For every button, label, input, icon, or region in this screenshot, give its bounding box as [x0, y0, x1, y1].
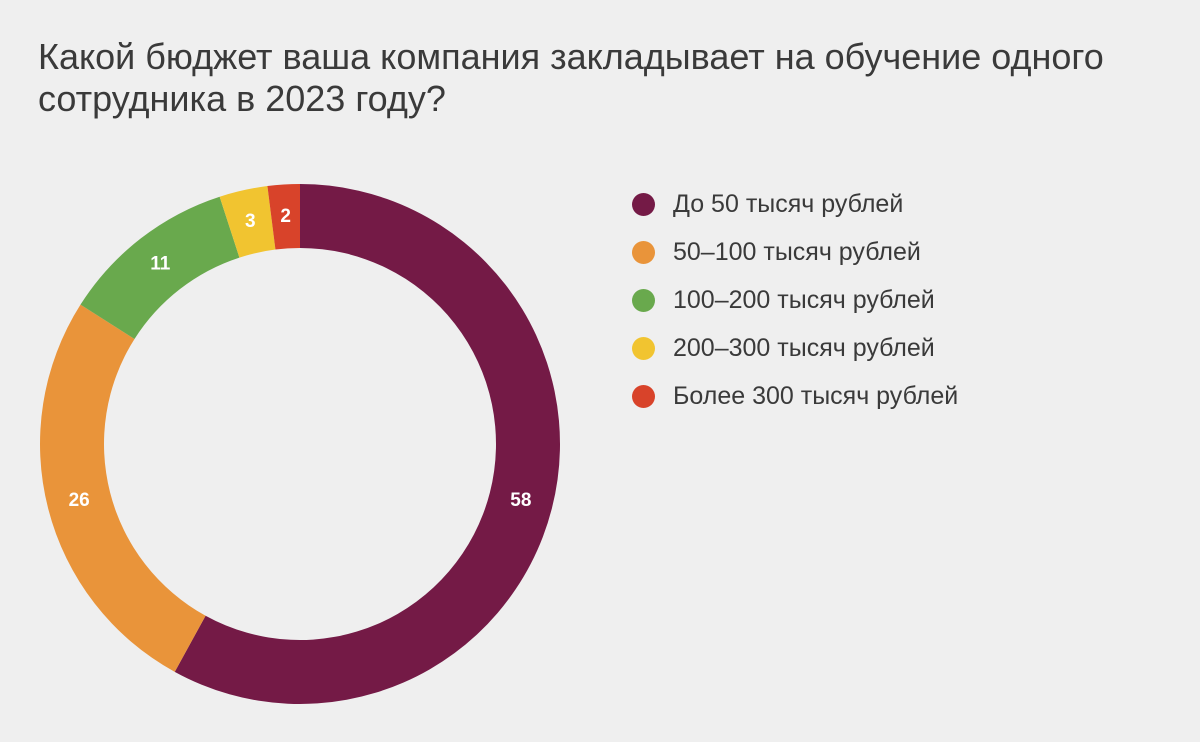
legend-marker-icon — [632, 384, 655, 408]
legend-item: 200–300 тысяч рублей — [632, 324, 1172, 372]
legend-label: 200–300 тысяч рублей — [673, 333, 935, 362]
chart-title: Какой бюджет ваша компания закладывает н… — [38, 36, 1104, 119]
legend-marker-icon — [632, 336, 655, 360]
donut-slices — [39, 184, 561, 705]
chart-legend: До 50 тысяч рублей 50–100 тысяч рублей 1… — [632, 180, 1172, 420]
legend-label: 100–200 тысяч рублей — [673, 285, 935, 314]
slice-data-label: 58 — [510, 490, 531, 511]
legend-item: До 50 тысяч рублей — [632, 180, 1172, 228]
legend-item: Более 300 тысяч рублей — [632, 372, 1172, 420]
slice-data-label: 3 — [245, 211, 256, 232]
legend-marker-icon — [632, 288, 655, 312]
donut-slice — [174, 184, 561, 705]
donut-slice — [39, 304, 206, 672]
donut-slice — [80, 196, 240, 339]
legend-item: 100–200 тысяч рублей — [632, 276, 1172, 324]
legend-marker-icon — [632, 240, 655, 264]
donut-slice — [219, 186, 276, 258]
slice-data-label: 26 — [69, 490, 90, 511]
legend-label: 50–100 тысяч рублей — [673, 237, 921, 266]
legend-label: До 50 тысяч рублей — [673, 189, 904, 218]
legend-item: 50–100 тысяч рублей — [632, 228, 1172, 276]
legend-marker-icon — [632, 192, 655, 216]
slice-data-label: 2 — [280, 206, 291, 227]
slice-data-label: 11 — [150, 253, 171, 274]
legend-label: Более 300 тысяч рублей — [673, 381, 959, 410]
donut-data-labels: 58 26 11 3 2 — [69, 206, 532, 511]
donut-slice — [267, 184, 300, 250]
